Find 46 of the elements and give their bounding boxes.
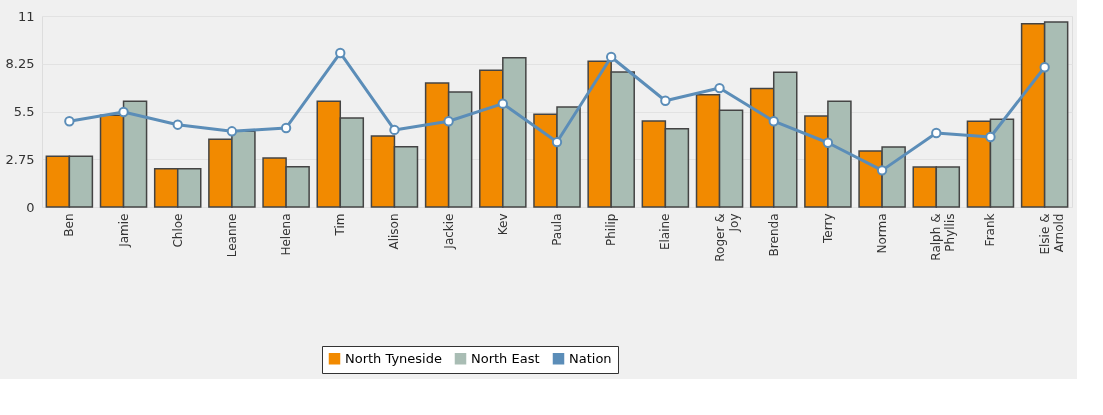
x-tick-label: Helena xyxy=(279,213,294,256)
y-tick-label: 5.5 xyxy=(13,104,35,119)
x-tick-label: Paula xyxy=(550,213,564,246)
x-tick-label: Kev xyxy=(495,213,510,236)
point xyxy=(389,124,400,136)
point xyxy=(822,137,834,148)
point xyxy=(714,82,725,94)
point xyxy=(335,47,346,59)
point xyxy=(64,116,75,127)
legend-label: North East xyxy=(471,350,540,366)
x-tick-label: Ralph & Phyllis xyxy=(929,213,958,261)
point xyxy=(768,116,779,127)
x-tick-label: Frank xyxy=(983,213,998,247)
point xyxy=(226,126,238,137)
x-tick-label: Terry xyxy=(820,213,835,244)
point xyxy=(551,136,563,148)
x-tick-label: Ben xyxy=(62,213,77,237)
x-tick-label: Elaine xyxy=(658,213,673,251)
x-tick-label: Philip xyxy=(604,213,619,246)
point xyxy=(931,127,942,139)
point xyxy=(443,116,454,127)
legend-label: Nation xyxy=(569,350,612,366)
x-tick-label: Chloe xyxy=(170,213,185,248)
point xyxy=(985,131,996,143)
point xyxy=(1039,62,1050,73)
y-tick-label: 11 xyxy=(17,8,35,24)
y-tick-label: 0 xyxy=(26,199,35,215)
point xyxy=(118,106,129,118)
point xyxy=(606,51,617,63)
x-tick-label: Tim xyxy=(333,213,348,237)
point xyxy=(660,95,671,106)
x-tick-label: Roger & Joy xyxy=(712,213,741,262)
y-tick-label: 8.25 xyxy=(5,56,35,72)
point xyxy=(172,119,183,130)
legend-label: North Tyneside xyxy=(345,350,442,366)
x-tick-label: Brenda xyxy=(766,213,781,257)
x-tick-label: Elsie & Arnold xyxy=(1037,213,1066,255)
x-tick-label: Leanne xyxy=(224,213,239,258)
x-tick-label: Jamie xyxy=(116,213,131,248)
x-tick-label: Alison xyxy=(387,213,402,250)
y-tick-label: 2.75 xyxy=(5,151,35,167)
point xyxy=(280,122,292,134)
x-tick-label: Norma xyxy=(875,213,890,254)
point xyxy=(876,165,888,176)
x-tick-label: Jackie xyxy=(441,213,456,250)
point xyxy=(497,98,508,109)
